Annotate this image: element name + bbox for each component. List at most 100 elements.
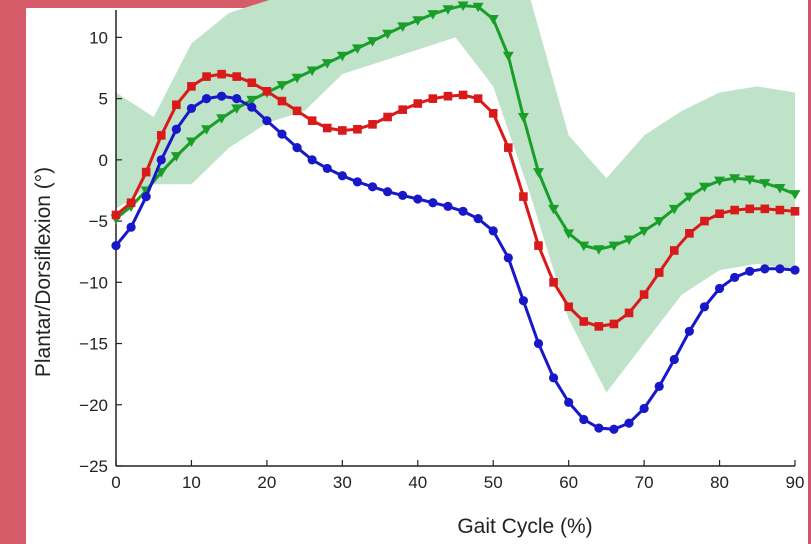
square-marker: [172, 100, 181, 110]
circle-marker: [262, 116, 272, 126]
triangle-marker: [502, 51, 514, 62]
circle-marker: [413, 194, 423, 204]
square-marker: [322, 123, 332, 133]
triangle-marker: [668, 204, 680, 215]
triangle-marker: [442, 5, 454, 15]
series-line: [114, 94, 796, 431]
circle-marker: [624, 418, 634, 428]
square-marker: [473, 94, 483, 103]
series-circle: [111, 91, 800, 434]
square-marker: [111, 210, 121, 220]
circle-marker: [684, 326, 694, 336]
square-marker: [383, 112, 392, 122]
circle-marker: [488, 226, 498, 236]
x-tick-label: 50: [484, 473, 503, 492]
triangle-marker: [638, 226, 650, 237]
triangle-marker: [759, 179, 771, 189]
axes: −25 −20 −15 −10 −5 0 5 10 0 10 20 30 40 50 60 70 80 90: [79, 10, 804, 492]
circle-marker: [247, 102, 257, 112]
triangle-marker: [457, 1, 469, 12]
y-tick-label: 10: [89, 28, 108, 47]
triangle-marker: [593, 245, 605, 255]
circle-marker: [352, 177, 363, 187]
triangle-marker: [487, 15, 499, 25]
square-marker: [458, 90, 468, 100]
square-marker: [685, 229, 694, 238]
triangle-marker: [532, 168, 544, 178]
square-marker: [338, 126, 347, 135]
triangle-marker: [170, 152, 182, 162]
circle-marker: [428, 198, 438, 208]
triangle-marker: [578, 241, 590, 252]
x-tick-label: 30: [333, 473, 352, 492]
circle-marker: [171, 124, 181, 134]
triangle-marker: [412, 16, 424, 26]
triangle-marker: [472, 2, 484, 13]
triangle-marker: [382, 29, 394, 40]
x-axis-label: Gait Cycle (%): [457, 515, 592, 538]
triangle-marker: [321, 59, 333, 69]
circle-marker: [775, 264, 785, 274]
x-tick-label: 70: [635, 473, 654, 492]
square-marker: [156, 131, 166, 140]
square-marker: [639, 290, 649, 299]
square-marker: [775, 205, 785, 215]
triangle-marker: [397, 22, 409, 32]
circle-marker: [760, 264, 770, 274]
x-tick-label: 80: [710, 473, 729, 492]
square-marker: [232, 72, 242, 81]
triangle-marker: [774, 184, 786, 194]
triangle-marker: [276, 81, 288, 91]
y-tick-label: 5: [99, 90, 108, 109]
circle-marker: [443, 201, 453, 211]
triangle-marker: [291, 73, 303, 84]
square-marker: [353, 124, 362, 134]
circle-marker: [533, 338, 544, 349]
square-marker: [443, 91, 453, 101]
left-decorative-strip: [0, 0, 26, 544]
triangle-marker: [427, 10, 439, 20]
square-marker: [745, 204, 755, 214]
square-marker: [564, 302, 573, 312]
circle-marker: [307, 155, 317, 165]
square-marker: [715, 209, 724, 219]
circle-marker: [111, 240, 121, 251]
circle-marker: [217, 91, 227, 101]
circle-marker: [473, 214, 483, 224]
square-marker: [398, 105, 407, 114]
triangle-marker: [185, 137, 197, 147]
y-tick-label: −25: [79, 457, 108, 476]
triangle-marker: [336, 51, 348, 62]
x-tick-label: 40: [408, 473, 427, 492]
circle-marker: [186, 103, 197, 114]
triangle-marker: [623, 235, 635, 245]
circle-marker: [277, 129, 287, 139]
square-marker: [790, 206, 800, 216]
triangle-marker: [789, 190, 801, 200]
circle-marker: [398, 190, 408, 200]
square-marker: [368, 120, 377, 129]
triangle-marker: [608, 241, 620, 252]
triangle-marker: [744, 175, 756, 185]
y-tick-label: −15: [79, 335, 108, 354]
triangle-marker: [231, 104, 243, 114]
triangle-marker: [201, 125, 213, 135]
x-tick-label: 60: [559, 473, 578, 492]
square-marker: [428, 94, 438, 103]
series-line: [115, 72, 796, 328]
triangle-marker: [517, 112, 529, 123]
circle-marker: [156, 155, 166, 165]
circle-marker: [201, 94, 212, 104]
circle-marker: [714, 283, 725, 294]
circle-marker: [654, 381, 664, 392]
triangle-marker: [563, 229, 575, 239]
circle-marker: [383, 187, 393, 197]
y-tick-label: −10: [79, 273, 108, 292]
circle-marker: [292, 143, 302, 153]
square-marker: [277, 96, 287, 106]
y-tick-label: −20: [79, 396, 108, 415]
square-marker: [504, 143, 513, 152]
square-marker: [519, 192, 528, 201]
square-marker: [760, 204, 770, 214]
